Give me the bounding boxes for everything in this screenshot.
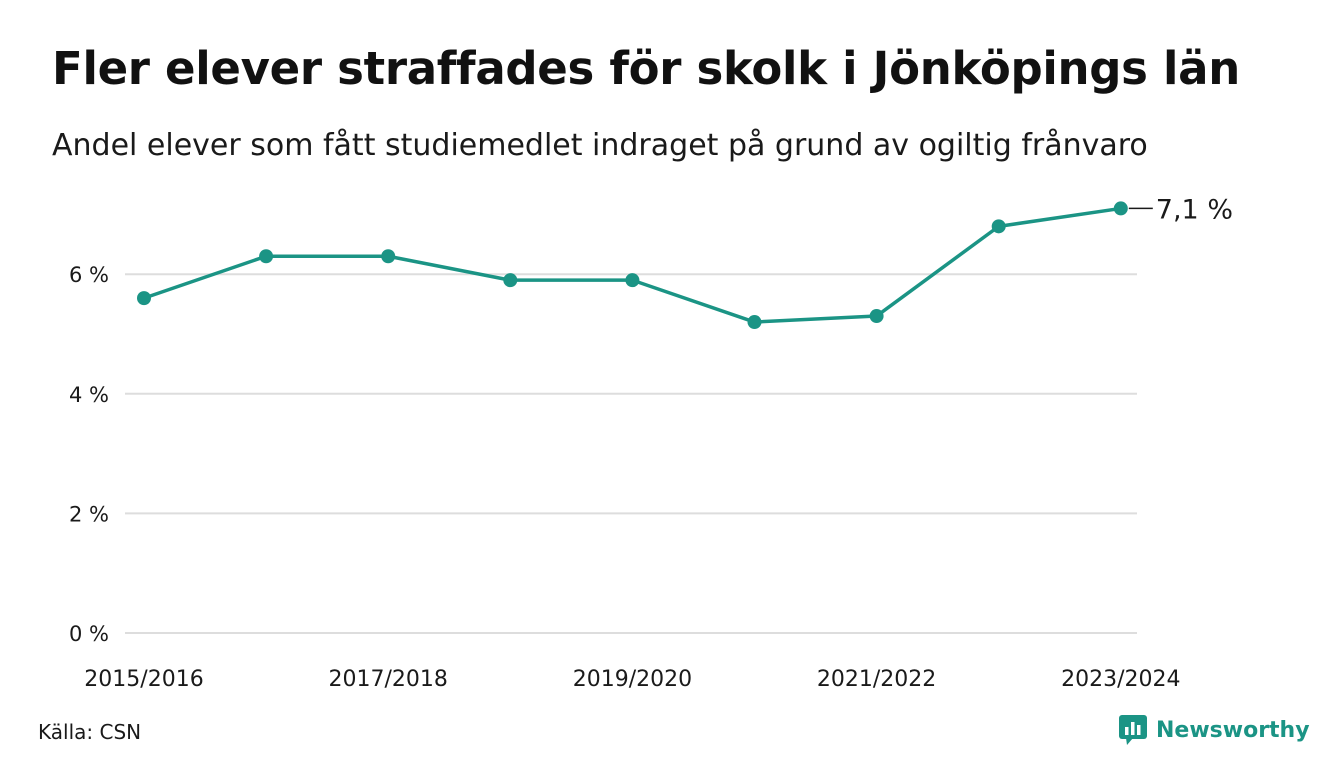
x-tick-label: 2015/2016 xyxy=(84,667,203,692)
y-tick-label: 0 % xyxy=(69,622,109,646)
x-tick-label: 2021/2022 xyxy=(817,667,936,692)
data-point xyxy=(869,309,884,324)
newsworthy-logo-icon xyxy=(1119,715,1147,745)
source-note: Källa: CSN xyxy=(38,720,142,744)
end-value-label: 7,1 % xyxy=(1156,194,1233,225)
y-tick-label: 4 % xyxy=(69,383,109,407)
x-tick-label: 2017/2018 xyxy=(329,667,448,692)
data-point xyxy=(991,219,1006,234)
data-point xyxy=(137,291,151,306)
brand-name: Newsworthy xyxy=(1156,717,1310,743)
data-point xyxy=(503,273,518,288)
data-point xyxy=(259,249,274,264)
gridlines xyxy=(125,273,1137,634)
brand-logo: Newsworthy xyxy=(1118,714,1310,746)
data-point xyxy=(381,249,396,264)
series-group xyxy=(137,201,1128,330)
x-axis-ticks: 2015/2016 2017/2018 2019/2020 2021/2022 2023… xyxy=(84,667,1180,692)
chart-subtitle: Andel elever som fått studiemedlet indra… xyxy=(52,128,1148,163)
x-tick-label: 2019/2020 xyxy=(573,667,692,692)
series-line xyxy=(142,206,1123,324)
y-tick-label: 2 % xyxy=(69,502,109,526)
data-point xyxy=(625,273,640,288)
data-point xyxy=(747,315,762,330)
end-label-group: 7,1 % xyxy=(1128,194,1233,225)
data-point xyxy=(1113,201,1128,216)
y-axis-ticks: 0 % 2 % 4 % 6 % xyxy=(69,263,109,646)
x-tick-label: 2023/2024 xyxy=(1061,667,1180,692)
chart-title: Fler elever straffades för skolk i Jönkö… xyxy=(52,42,1240,95)
y-tick-label: 6 % xyxy=(69,263,109,287)
